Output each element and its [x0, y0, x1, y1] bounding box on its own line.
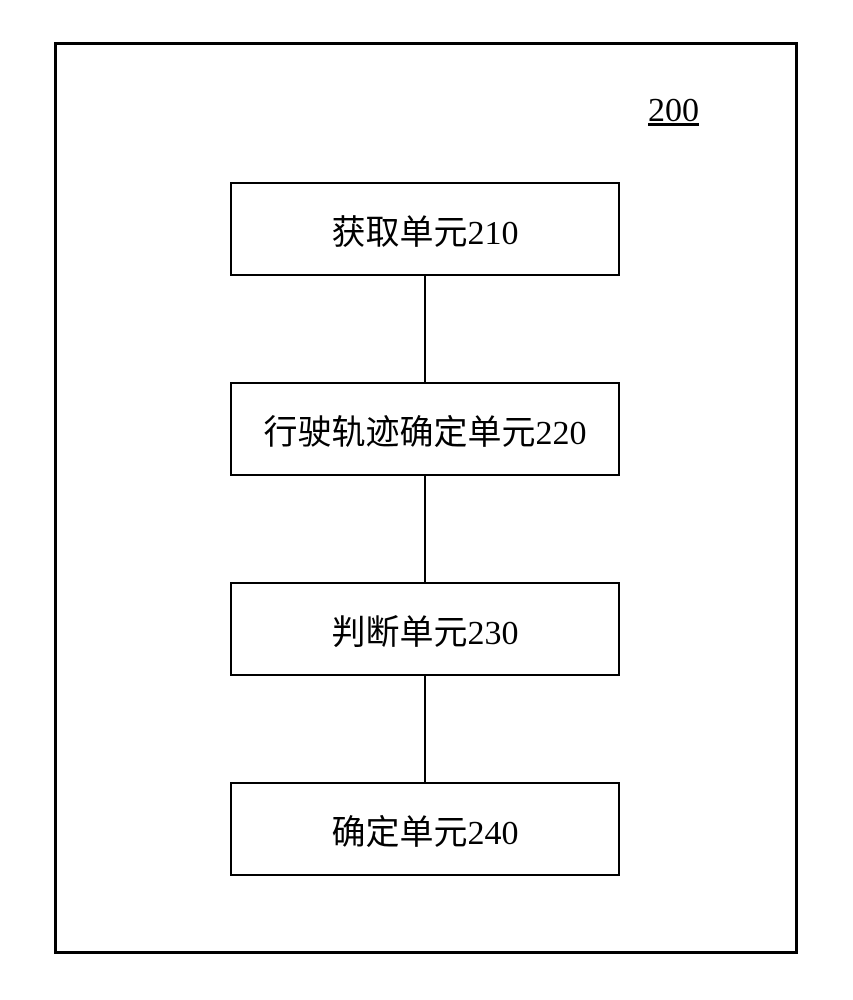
diagram-container: 200 获取单元210 行驶轨迹确定单元220 判断单元230 确定单元240	[0, 0, 853, 1000]
node-determination-unit: 确定单元240	[230, 782, 620, 876]
node-label: 判断单元230	[332, 605, 519, 654]
node-label: 获取单元210	[332, 205, 519, 254]
connector-1-2	[424, 276, 426, 382]
figure-number-label: 200	[648, 92, 699, 130]
connector-3-4	[424, 676, 426, 782]
node-acquisition-unit: 获取单元210	[230, 182, 620, 276]
connector-2-3	[424, 476, 426, 582]
node-label: 确定单元240	[332, 805, 519, 854]
node-trajectory-unit: 行驶轨迹确定单元220	[230, 382, 620, 476]
figure-number-text: 200	[648, 92, 699, 129]
node-label: 行驶轨迹确定单元220	[264, 405, 587, 454]
node-judgment-unit: 判断单元230	[230, 582, 620, 676]
